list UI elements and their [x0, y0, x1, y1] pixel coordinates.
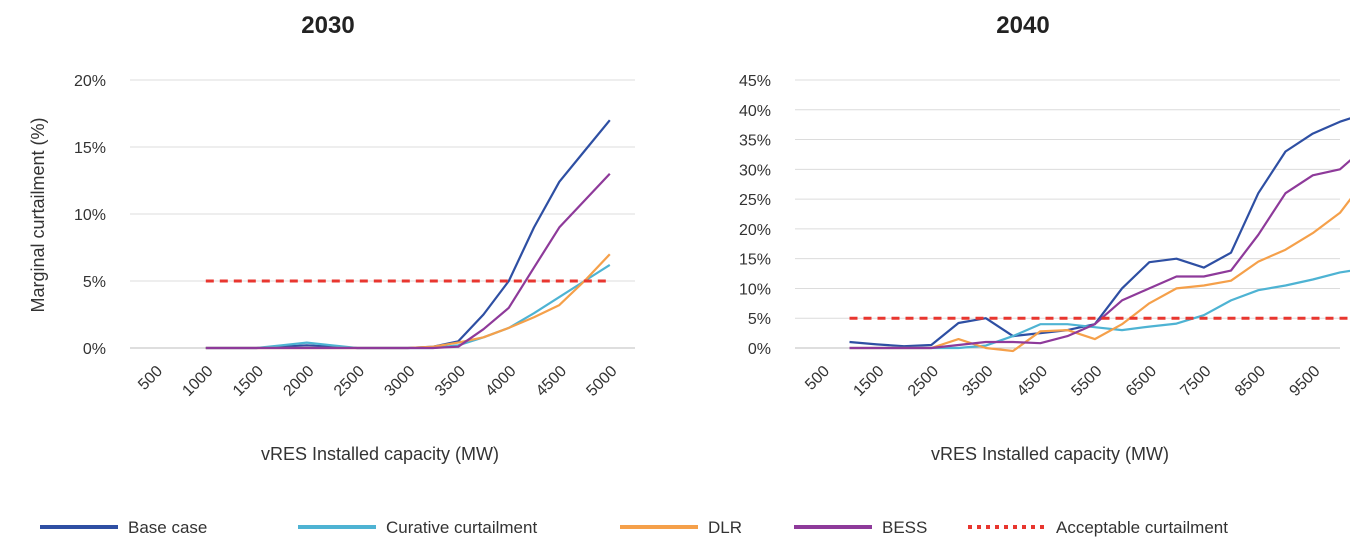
chart-2030: 2030 Marginal curtailment (%) vRES Insta… [28, 12, 635, 464]
x-tick-label: 4500 [1014, 363, 1051, 400]
legend-item-curative-curtailment: Curative curtailment [298, 518, 537, 537]
legend-item-acceptable-curtailment: Acceptable curtailment [968, 518, 1228, 537]
series-line-curative-curtailment [206, 265, 610, 348]
x-tick-label: 5000 [583, 363, 620, 400]
y-tick-label: 5% [748, 311, 771, 328]
y-tick-label: 5% [83, 274, 106, 291]
x-tick-label: 4500 [533, 363, 570, 400]
y-tick-label: 20% [739, 222, 771, 239]
y-tick-label: 25% [739, 192, 771, 209]
x-tick-label: 500 [135, 363, 166, 394]
y-tick-label: 10% [74, 207, 106, 224]
chart-title: 2040 [996, 12, 1049, 39]
legend-item-dlr: DLR [620, 518, 742, 537]
legend-item-base-case: Base case [40, 518, 207, 537]
x-tick-label: 1000 [179, 363, 216, 400]
x-tick-label: 8500 [1232, 363, 1269, 400]
y-tick-label: 15% [74, 140, 106, 157]
y-tick-label: 0% [83, 341, 106, 358]
legend-label: Curative curtailment [386, 518, 537, 537]
x-tick-label: 6500 [1123, 363, 1160, 400]
x-tick-label: 1500 [850, 363, 887, 400]
x-tick-label: 2500 [331, 363, 368, 400]
y-tick-label: 10% [739, 281, 771, 298]
y-tick-label: 40% [739, 103, 771, 120]
chart-2040: 2040 vRES Installed capacity (MW) 0% 5% 10… [739, 12, 1350, 464]
series-line-dlr [206, 254, 610, 348]
x-tick-label: 2500 [905, 363, 942, 400]
x-tick-label: 7500 [1177, 363, 1214, 400]
y-axis-label: Marginal curtailment (%) [28, 117, 48, 312]
series-line-dlr [850, 177, 1350, 351]
x-tick-label: 1500 [230, 363, 267, 400]
y-tick-label: 30% [739, 162, 771, 179]
y-tick-label: 45% [739, 73, 771, 90]
x-tick-label: 9500 [1286, 363, 1323, 400]
legend-label: BESS [882, 518, 927, 537]
series-line-base-case [206, 120, 610, 348]
y-tick-label: 35% [739, 133, 771, 150]
y-tick-label: 20% [74, 73, 106, 90]
chart-title: 2030 [301, 12, 354, 39]
x-tick-label: 3500 [959, 363, 996, 400]
x-tick-label: 3000 [381, 363, 418, 400]
x-tick-label: 5500 [1068, 363, 1105, 400]
x-tick-label: 3500 [432, 363, 469, 400]
series-line-base-case [850, 113, 1350, 346]
x-tick-label: 2000 [280, 363, 317, 400]
legend-label: DLR [708, 518, 742, 537]
y-tick-label: 15% [739, 252, 771, 269]
legend-item-bess: BESS [794, 518, 927, 537]
legend-label: Acceptable curtailment [1056, 518, 1228, 537]
legend-label: Base case [128, 518, 207, 537]
x-axis-label: vRES Installed capacity (MW) [261, 444, 499, 464]
x-tick-label: 500 [802, 363, 833, 394]
legend: Base case Curative curtailment DLR BESS Acce… [40, 518, 1228, 537]
x-axis-label: vRES Installed capacity (MW) [931, 444, 1169, 464]
y-tick-label: 0% [748, 341, 771, 358]
x-tick-label: 4000 [482, 363, 519, 400]
